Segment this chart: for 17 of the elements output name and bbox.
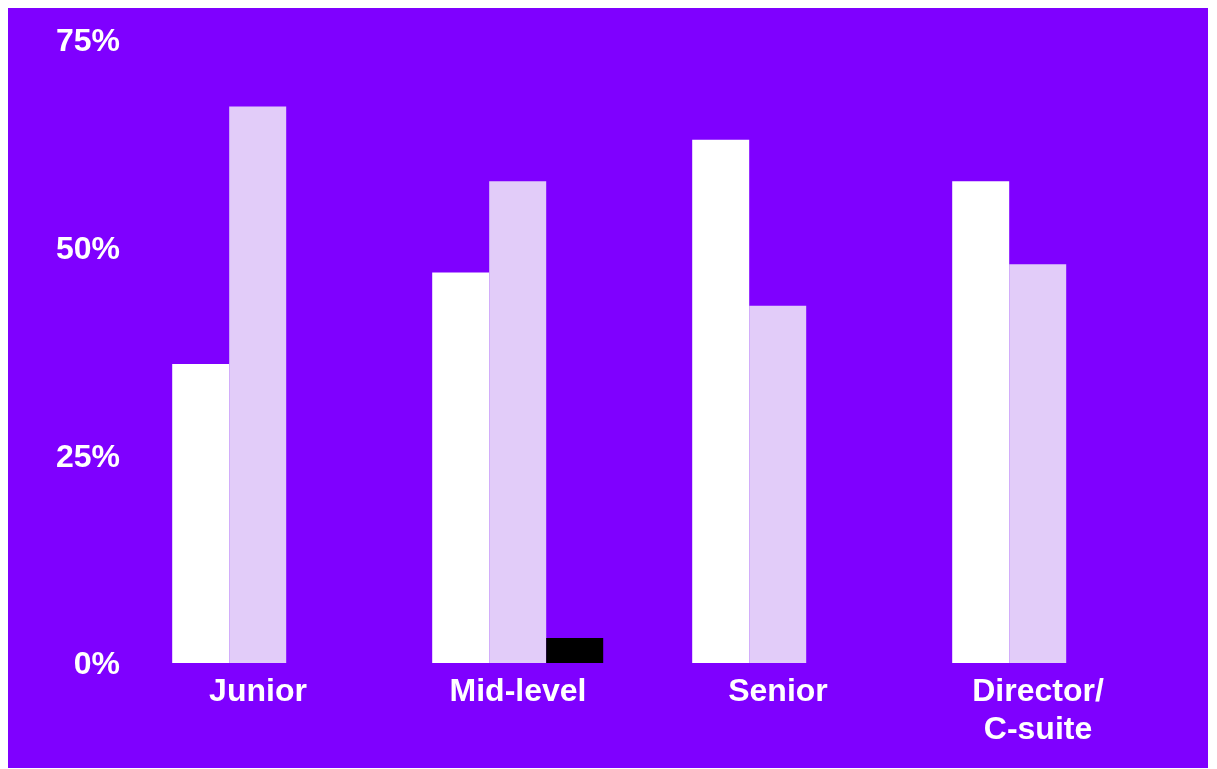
y-tick-label: 0% [73, 645, 120, 682]
bar [172, 363, 230, 663]
x-tick-label: Senior [728, 672, 828, 708]
bar [489, 181, 547, 663]
bar [952, 181, 1010, 663]
bar [749, 305, 807, 663]
x-tick-label: Director/ C-suite [972, 672, 1104, 746]
bar [432, 272, 490, 663]
y-tick-label: 25% [55, 437, 120, 474]
x-tick-label: Junior [209, 672, 307, 708]
bar [229, 106, 287, 663]
bar [1009, 264, 1067, 663]
x-tick-label: Mid-level [449, 672, 587, 708]
bar [692, 139, 750, 663]
bar [546, 638, 604, 663]
y-tick-label: 75% [55, 22, 120, 59]
y-tick-label: 50% [55, 230, 120, 267]
